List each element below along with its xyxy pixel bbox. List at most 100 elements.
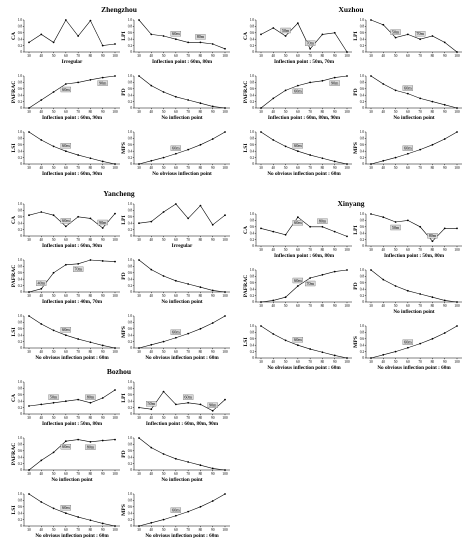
city-title: Xinyang [337, 199, 364, 208]
x-tick-label: 100 [112, 54, 118, 58]
y-tick-label: 0.8 [360, 331, 365, 335]
data-point [40, 459, 43, 462]
y-tick-label: 0.4 [250, 343, 255, 347]
x-tick-label: 90 [211, 238, 215, 242]
x-tick-label: 100 [222, 54, 228, 58]
y-tick-label: 0.2 [128, 406, 133, 410]
x-tick-label: 90 [101, 416, 105, 420]
y-tick-label: 0.4 [360, 93, 365, 97]
x-tick-label: 70 [76, 166, 80, 170]
panel-ca: 0 0.2 0.4 0.6 0.8 1.0 30 40 50 60 70 80 90 100 CA 60m 90… [11, 202, 120, 249]
y-tick-label: 0.4 [128, 37, 133, 41]
data-point [211, 43, 214, 45]
y-tick-label: 0 [362, 356, 364, 360]
axis-lines [133, 382, 230, 415]
x-tick-label: 50 [162, 528, 166, 532]
data-point [333, 76, 336, 79]
annotation-label: 90m [99, 80, 107, 85]
x-tick-label: 70 [308, 110, 312, 114]
series-line [370, 325, 458, 359]
data-point [284, 35, 287, 37]
y-tick-label: 0.6 [18, 505, 23, 509]
annotation-box [170, 31, 182, 37]
data-point [28, 131, 30, 133]
data-point [101, 522, 104, 525]
y-tick-label: 0.4 [250, 231, 255, 235]
y-tick-label: 0.2 [18, 284, 23, 288]
data-point [77, 35, 80, 37]
y-tick-label: 0 [130, 412, 132, 416]
x-tick-label: 80 [199, 166, 203, 170]
city-block-yancheng: Yancheng 0 0.2 0.4 0.6 0.8 1.0 30 40 50 60 70 80 90 10… [11, 189, 230, 361]
y-tick-label: 0 [252, 162, 254, 166]
y-tick-label: 0.6 [128, 87, 133, 91]
data-point [138, 437, 140, 439]
x-tick-label: 100 [222, 110, 228, 114]
y-tick-label: 0.6 [250, 31, 255, 35]
data-point [114, 75, 116, 77]
data-point [211, 105, 214, 108]
series-line [28, 389, 116, 407]
annotation-label: 60m [62, 505, 70, 510]
y-tick-label: 1.0 [128, 74, 133, 78]
data-point [443, 299, 446, 302]
y-tick-label: 0.8 [250, 219, 255, 223]
axis-lines [23, 438, 120, 471]
y-tick-label: 1.0 [360, 18, 365, 22]
series-line [260, 131, 348, 165]
y-tick-label: 0.6 [18, 143, 23, 147]
data-point [150, 33, 153, 36]
x-tick-label: 70 [418, 304, 422, 308]
x-tick-label: 40 [39, 528, 43, 532]
series-line [28, 211, 116, 229]
data-point [28, 469, 30, 471]
data-point [174, 403, 177, 406]
data-point [346, 269, 348, 271]
data-point [394, 221, 397, 223]
annotation-label: 50m [50, 395, 58, 400]
data-point [260, 33, 262, 36]
data-point [296, 285, 299, 287]
data-point [419, 342, 422, 345]
x-tick-label: 50 [52, 238, 56, 242]
data-point [162, 156, 165, 159]
panel-lsi: 0 0.2 0.4 0.6 0.8 1.0 30 40 50 60 70 80 90 100 LSI 60m I… [11, 130, 120, 177]
x-tick-label: 60 [64, 350, 68, 354]
annotation-box [304, 280, 316, 287]
data-point [272, 333, 275, 335]
x-tick-label: 50 [162, 294, 166, 298]
y-axis-label: LPI [353, 31, 359, 40]
annotation-label: 50m [148, 401, 156, 406]
panel-caption: No obvious inflection point : 60m [267, 365, 341, 371]
x-tick-label: 40 [381, 166, 385, 170]
y-tick-label: 0 [130, 234, 132, 238]
y-tick-label: 0 [362, 162, 364, 166]
y-tick-label: 1.0 [360, 130, 365, 134]
panel-lsi: 0 0.2 0.4 0.6 0.8 1.0 30 40 50 60 70 80 90 100 LSI 60m N… [11, 492, 120, 539]
series-line [28, 493, 116, 527]
annotation-box [390, 29, 401, 35]
y-axis-label: LPI [353, 225, 359, 234]
data-point [296, 22, 299, 25]
data-point [382, 216, 385, 219]
x-tick-label: 40 [149, 54, 153, 58]
x-tick-label: 90 [101, 54, 105, 58]
axis-lines [133, 438, 230, 471]
data-point [321, 157, 324, 160]
x-tick-label: 60 [296, 304, 300, 308]
y-tick-label: 0.2 [18, 462, 23, 466]
data-point [64, 83, 67, 85]
data-point [52, 91, 55, 93]
y-tick-label: 0.6 [128, 215, 133, 219]
city-block-xuzhou: Xuzhou 0 0.2 0.4 0.6 0.8 1.0 30 40 50 60 70 80 90 100 C… [243, 5, 462, 177]
data-point [52, 507, 55, 510]
data-point [199, 327, 202, 330]
x-tick-label: 90 [211, 472, 215, 476]
y-tick-label: 0.6 [360, 337, 365, 341]
x-tick-label: 60 [296, 110, 300, 114]
panel-ca: 0 0.2 0.4 0.6 0.8 1.0 30 40 50 60 70 80 90 100 CA Irreg… [11, 18, 120, 65]
data-point [40, 211, 43, 213]
annotation-label: 90m [209, 403, 217, 408]
data-point [101, 76, 104, 79]
annotation-box [60, 505, 72, 511]
